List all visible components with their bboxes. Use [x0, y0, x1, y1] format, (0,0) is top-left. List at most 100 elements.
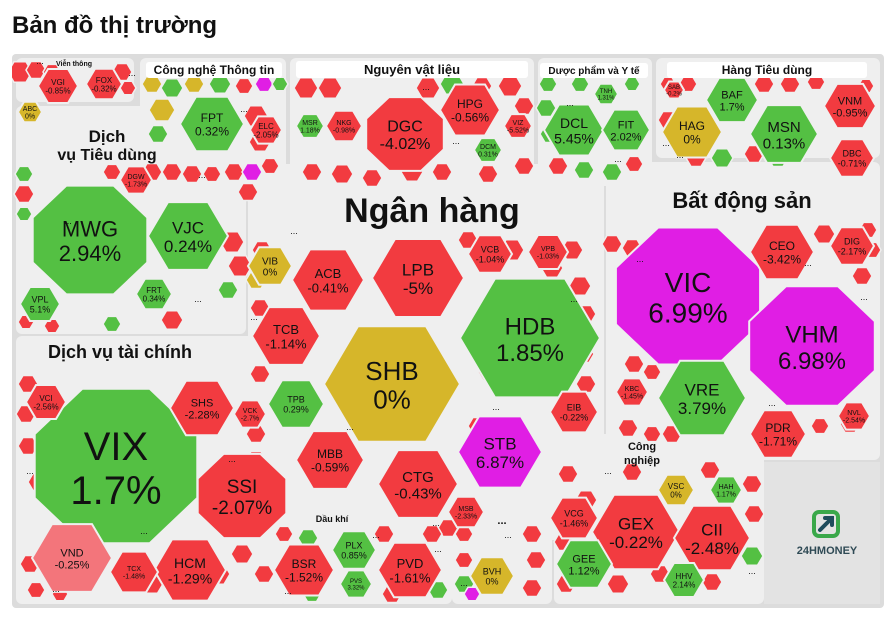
- ticker-cell-viz[interactable]: VIZ-5.52%: [502, 113, 534, 139]
- ticker-cell-ssi[interactable]: SSI-2.07%: [196, 452, 288, 540]
- minor-ticker-cell[interactable]: [202, 165, 222, 183]
- minor-ticker-cell[interactable]: [227, 255, 253, 277]
- ticker-cell-nvl[interactable]: NVL-2.54%: [836, 401, 872, 431]
- minor-ticker-cell[interactable]: [642, 425, 662, 443]
- minor-ticker-cell[interactable]: [623, 354, 645, 374]
- minor-ticker-cell[interactable]: [249, 364, 271, 384]
- minor-ticker-cell[interactable]: [743, 504, 765, 524]
- minor-ticker-cell[interactable]: [557, 464, 579, 484]
- minor-ticker-cell[interactable]: [521, 578, 543, 598]
- minor-ticker-cell[interactable]: [454, 551, 474, 569]
- ticker-cell-vpb[interactable]: VPB-1.03%: [526, 234, 570, 270]
- minor-ticker-cell[interactable]: [230, 543, 254, 565]
- minor-ticker-cell[interactable]: [373, 524, 395, 544]
- ticker-cell-tcx[interactable]: TCX-1.48%: [108, 550, 160, 594]
- ticker-cell-vnd[interactable]: VND-0.25%: [30, 523, 114, 593]
- minor-ticker-cell[interactable]: [15, 206, 33, 222]
- ticker-cell-pdr[interactable]: PDR-1.71%: [748, 409, 808, 459]
- minor-ticker-cell[interactable]: [293, 77, 319, 99]
- minor-ticker-cell[interactable]: [606, 573, 630, 595]
- ticker-cell-kbc[interactable]: KBC-1.45%: [614, 377, 650, 407]
- minor-ticker-cell[interactable]: [260, 157, 280, 175]
- minor-ticker-cell[interactable]: [181, 164, 203, 184]
- ticker-cell-mbb[interactable]: MBB-0.59%: [294, 430, 366, 490]
- minor-ticker-cell[interactable]: [271, 76, 289, 92]
- minor-ticker-cell[interactable]: [223, 162, 245, 182]
- minor-ticker-cell[interactable]: [513, 156, 535, 176]
- minor-ticker-cell[interactable]: [183, 74, 205, 94]
- minor-ticker-cell[interactable]: [621, 462, 643, 482]
- minor-ticker-cell[interactable]: [241, 162, 263, 182]
- minor-ticker-cell[interactable]: [13, 184, 35, 204]
- minor-ticker-cell[interactable]: [575, 374, 597, 394]
- ticker-cell-nkg[interactable]: NKG-0.98%: [324, 109, 364, 143]
- ticker-cell-ctg[interactable]: CTG-0.43%: [376, 449, 460, 519]
- ticker-cell-vci[interactable]: VCI-2.56%: [24, 384, 68, 420]
- minor-ticker-cell[interactable]: [497, 75, 523, 97]
- ticker-cell-cii[interactable]: CII-2.48%: [672, 504, 752, 572]
- ticker-cell-vnm[interactable]: VNM-0.95%: [822, 82, 878, 130]
- brand-tile[interactable]: 24HMONEY: [764, 462, 880, 604]
- minor-ticker-cell[interactable]: [741, 474, 763, 494]
- ticker-cell-ceo[interactable]: CEO-3.42%: [748, 223, 816, 281]
- ticker-cell-sab[interactable]: SAB-0.2%: [662, 80, 686, 100]
- minor-ticker-cell[interactable]: [26, 581, 46, 599]
- minor-ticker-cell[interactable]: [234, 77, 254, 95]
- minor-ticker-cell[interactable]: [513, 96, 535, 116]
- minor-ticker-cell[interactable]: [851, 266, 873, 286]
- minor-ticker-cell[interactable]: [160, 309, 184, 331]
- ticker-cell-pvd[interactable]: PVD-1.61%: [376, 541, 444, 599]
- minor-ticker-cell[interactable]: [740, 545, 764, 567]
- ticker-cell-msb[interactable]: MSB-2.33%: [446, 495, 486, 529]
- minor-ticker-cell[interactable]: [25, 60, 47, 80]
- minor-ticker-cell[interactable]: [812, 223, 836, 245]
- minor-ticker-cell[interactable]: [217, 280, 239, 300]
- ticker-cell-dgc[interactable]: DGC-4.02%: [365, 96, 445, 172]
- minor-ticker-cell[interactable]: [701, 572, 723, 592]
- minor-ticker-cell[interactable]: [454, 525, 474, 543]
- minor-ticker-cell[interactable]: [147, 124, 169, 144]
- minor-ticker-cell[interactable]: [699, 460, 721, 480]
- minor-ticker-cell[interactable]: [141, 74, 163, 94]
- minor-ticker-cell[interactable]: [431, 162, 453, 182]
- minor-ticker-cell[interactable]: [617, 418, 639, 438]
- minor-ticker-cell[interactable]: [753, 74, 775, 94]
- ticker-cell-elc[interactable]: ELC-2.05%: [248, 115, 284, 145]
- minor-ticker-cell[interactable]: [102, 315, 122, 333]
- minor-ticker-cell[interactable]: [14, 165, 34, 183]
- minor-ticker-cell[interactable]: [301, 162, 323, 182]
- minor-ticker-cell[interactable]: [810, 417, 830, 435]
- minor-ticker-cell[interactable]: [538, 75, 558, 93]
- ticker-cell-vck[interactable]: VCK-2.7%: [232, 399, 268, 429]
- ticker-cell-hpg[interactable]: HPG-0.56%: [438, 83, 502, 137]
- minor-ticker-cell[interactable]: [521, 524, 543, 544]
- minor-ticker-cell[interactable]: [253, 564, 275, 584]
- minor-ticker-cell[interactable]: [245, 424, 267, 444]
- ticker-cell-bsr[interactable]: BSR-1.52%: [272, 543, 336, 597]
- minor-ticker-cell[interactable]: [17, 436, 39, 456]
- minor-ticker-cell[interactable]: [160, 77, 184, 99]
- ticker-cell-dgw[interactable]: DGW-1.73%: [118, 165, 154, 195]
- ticker-cell-dbc[interactable]: DBC-0.71%: [828, 138, 876, 178]
- ticker-cell-eib[interactable]: EIB-0.22%: [548, 390, 600, 434]
- minor-ticker-cell[interactable]: [570, 75, 590, 93]
